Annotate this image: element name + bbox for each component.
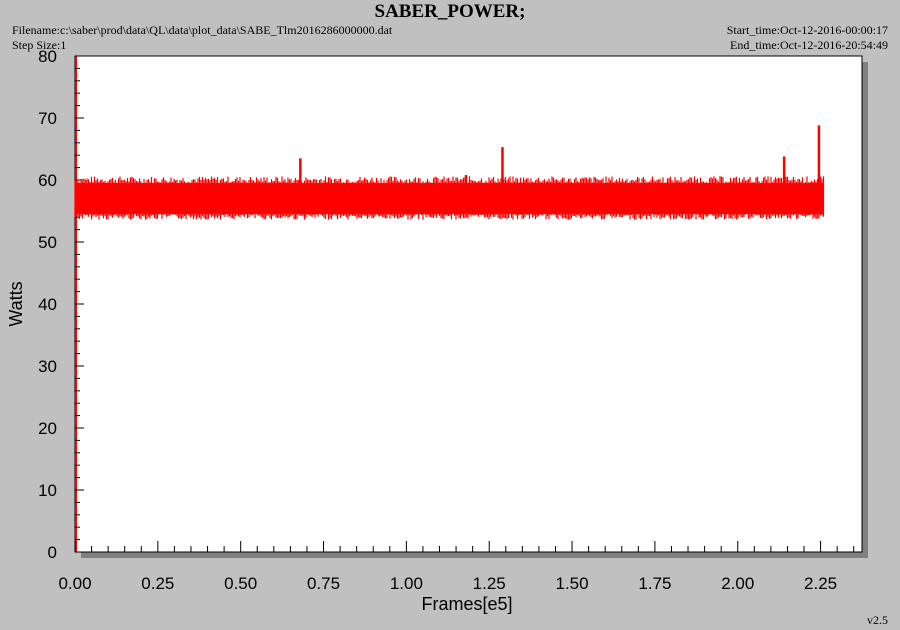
y-tick-label: 20 <box>38 419 57 438</box>
series-line <box>74 194 821 202</box>
x-tick-label: 1.25 <box>473 574 506 593</box>
x-tick-label: 0.00 <box>58 574 91 593</box>
ticks-layer: 0 10 20 30 40 50 60 70 80 0.00 0.25 0.50 0.75 1.00 1.2… <box>38 47 855 593</box>
step-size-label: Step Size:1 <box>12 38 67 52</box>
x-tick-label: 0.50 <box>224 574 257 593</box>
y-axis-title: Watts <box>6 281 26 326</box>
x-axis-title: Frames[e5] <box>421 594 512 614</box>
y-tick-label: 60 <box>38 171 57 190</box>
x-tick-label: 0.25 <box>141 574 174 593</box>
x-tick-label: 2.25 <box>804 574 837 593</box>
start-time-label: Start_time:Oct-12-2016-00:00:17 <box>726 23 888 37</box>
end-time-label: End_time:Oct-12-2016-20:54:49 <box>730 38 888 52</box>
filename-label: Filename:c:\saber\prod\data\QL\data\plot… <box>12 23 393 37</box>
series-layer <box>74 125 825 220</box>
y-tick-label: 70 <box>38 109 57 128</box>
y-tick-label: 80 <box>38 47 57 66</box>
x-tick-label: 1.00 <box>390 574 423 593</box>
x-tick-label: 1.75 <box>638 574 671 593</box>
x-tick-label: 2.00 <box>721 574 754 593</box>
y-tick-label: 30 <box>38 357 57 376</box>
chart-title: SABER_POWER; <box>374 1 526 22</box>
x-tick-label: 0.75 <box>307 574 340 593</box>
x-tick-label: 1.50 <box>556 574 589 593</box>
y-tick-label: 40 <box>38 295 57 314</box>
y-tick-label: 0 <box>48 543 57 562</box>
plot-area <box>74 55 863 553</box>
y-tick-label: 50 <box>38 233 57 252</box>
version-label: v2.5 <box>867 613 888 627</box>
y-tick-label: 10 <box>38 481 57 500</box>
